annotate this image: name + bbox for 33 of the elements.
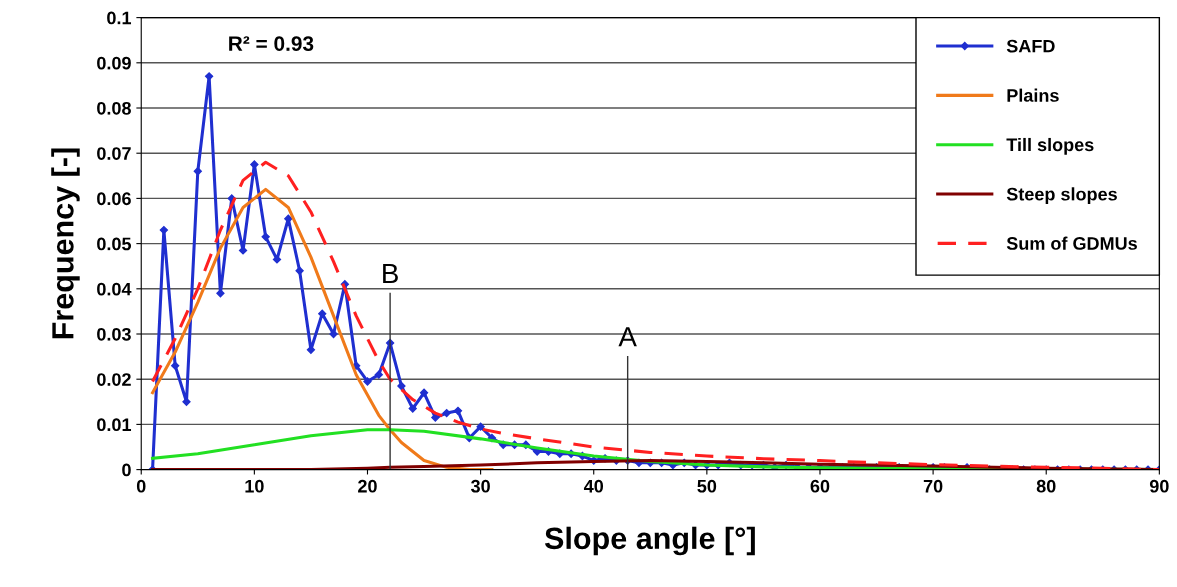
ref-line-label: A — [618, 327, 637, 347]
y-tick-label: 0.1 — [107, 11, 132, 25]
annotation: R² = 0.93 — [229, 36, 314, 52]
x-tick-label: 70 — [923, 479, 943, 493]
y-tick-label: 0.04 — [97, 282, 132, 296]
y-tick-label: 0 — [122, 463, 131, 477]
legend-label: Steep slopes — [1006, 187, 1117, 205]
legend-label: Plains — [1007, 88, 1059, 102]
legend-label: SAFD — [1006, 39, 1055, 53]
y-tick-label: 0.02 — [97, 373, 131, 386]
x-tick-label: 60 — [810, 479, 830, 493]
ref-line-label: B — [383, 263, 398, 284]
y-tick-label: 0.05 — [97, 237, 132, 251]
y-axis-title: Frequency [-] — [51, 148, 80, 339]
x-tick-label: 10 — [245, 479, 264, 493]
line-series — [151, 187, 494, 470]
y-tick-label: 0.01 — [97, 418, 132, 432]
x-tick-label: 50 — [697, 479, 717, 493]
y-tick-label: 0.03 — [97, 327, 131, 341]
x-tick-label: 90 — [1149, 479, 1169, 493]
x-tick-label: 80 — [1036, 479, 1056, 493]
line-series — [151, 160, 1160, 470]
x-tick-label: 30 — [470, 479, 490, 493]
x-tick-label: 20 — [358, 479, 377, 493]
y-tick-label: 0.08 — [97, 101, 131, 115]
x-tick-label: 0 — [136, 479, 146, 493]
x-tick-label: 40 — [583, 479, 604, 493]
x-axis-title: Slope angle [°] — [544, 526, 755, 556]
y-tick-label: 0.06 — [97, 192, 131, 206]
legend-label: Sum of GDMUs — [1006, 236, 1137, 250]
y-tick-label: 0.07 — [97, 147, 131, 160]
y-tick-label: 0.09 — [97, 56, 131, 70]
legend-label: Till slopes — [1006, 137, 1094, 155]
